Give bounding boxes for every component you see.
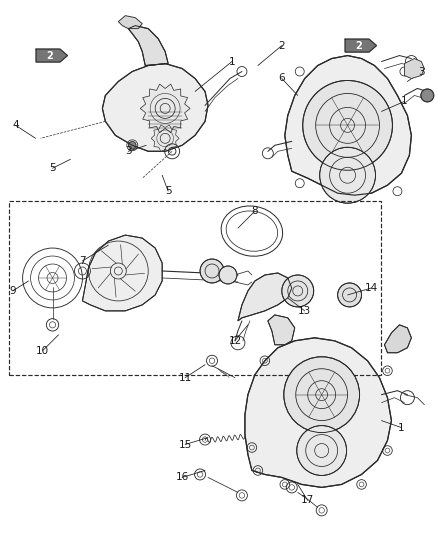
Polygon shape xyxy=(268,315,295,345)
Polygon shape xyxy=(140,84,190,133)
Circle shape xyxy=(282,275,314,307)
Circle shape xyxy=(338,283,361,307)
Text: 2: 2 xyxy=(355,41,362,51)
Polygon shape xyxy=(385,325,411,353)
Text: 4: 4 xyxy=(12,120,19,131)
Text: 9: 9 xyxy=(9,286,16,296)
Circle shape xyxy=(200,259,224,283)
Text: 10: 10 xyxy=(36,346,49,356)
Text: 16: 16 xyxy=(176,472,189,482)
Text: 17: 17 xyxy=(301,495,314,505)
Circle shape xyxy=(284,357,360,433)
Circle shape xyxy=(128,142,136,149)
Polygon shape xyxy=(36,49,67,62)
Text: 5: 5 xyxy=(49,163,56,173)
Text: 6: 6 xyxy=(279,74,285,84)
Text: 13: 13 xyxy=(298,306,311,316)
Circle shape xyxy=(297,425,346,475)
Text: 14: 14 xyxy=(365,283,378,293)
Text: 1: 1 xyxy=(398,423,405,433)
Polygon shape xyxy=(128,26,168,66)
Text: 2: 2 xyxy=(279,41,285,51)
Text: 15: 15 xyxy=(178,440,192,449)
Text: 8: 8 xyxy=(251,206,258,216)
Polygon shape xyxy=(285,55,411,195)
Text: 7: 7 xyxy=(79,256,86,266)
Polygon shape xyxy=(82,235,162,311)
Text: 1: 1 xyxy=(229,56,235,67)
Text: 2: 2 xyxy=(46,51,53,61)
Polygon shape xyxy=(238,273,292,321)
Circle shape xyxy=(320,147,375,203)
Text: 1: 1 xyxy=(401,96,408,107)
Circle shape xyxy=(421,89,434,102)
Polygon shape xyxy=(404,59,424,78)
Polygon shape xyxy=(245,338,392,487)
Polygon shape xyxy=(151,125,179,151)
Text: 12: 12 xyxy=(228,336,242,346)
Circle shape xyxy=(303,80,392,170)
Polygon shape xyxy=(345,39,377,52)
Circle shape xyxy=(219,266,237,284)
Text: 3: 3 xyxy=(125,146,131,156)
Polygon shape xyxy=(102,63,208,151)
Polygon shape xyxy=(118,15,142,29)
Text: 5: 5 xyxy=(165,186,171,196)
Text: 3: 3 xyxy=(418,67,425,77)
Text: 11: 11 xyxy=(178,373,192,383)
